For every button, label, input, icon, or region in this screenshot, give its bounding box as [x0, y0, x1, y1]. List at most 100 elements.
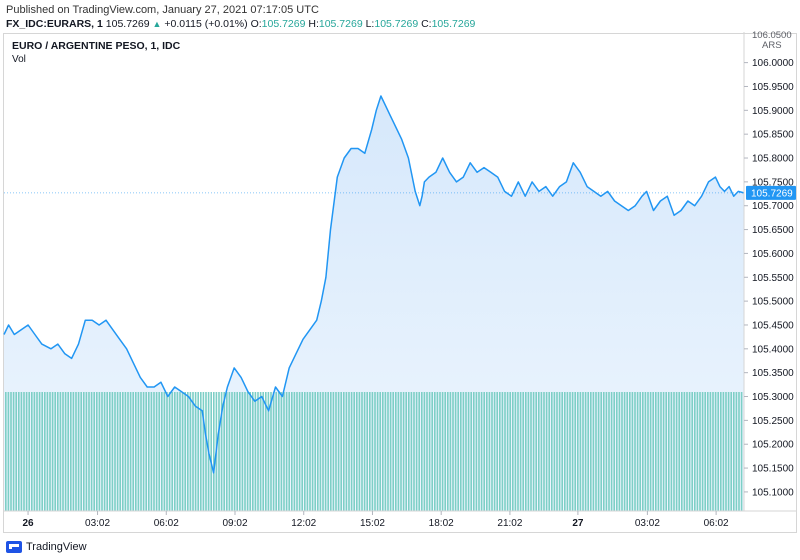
volume-bar	[382, 392, 384, 511]
volume-bar	[114, 392, 116, 511]
volume-bar	[62, 392, 64, 511]
volume-bar	[270, 392, 272, 511]
volume-bar	[337, 392, 340, 511]
volume-bar	[571, 392, 574, 511]
volume-bar	[155, 392, 158, 511]
volume-bar	[566, 392, 569, 511]
volume-bar	[259, 392, 262, 511]
volume-bar	[421, 392, 423, 511]
volume-bar	[345, 392, 348, 511]
y-tick-label: 105.5500	[752, 273, 794, 284]
volume-bar	[369, 392, 371, 511]
volume-bar	[358, 392, 361, 511]
volume-bar	[111, 392, 114, 511]
volume-bar	[317, 392, 319, 511]
volume-bar	[5, 392, 7, 511]
volume-bar	[304, 392, 306, 511]
volume-bar	[714, 392, 717, 511]
y-tick-label: 105.9500	[752, 82, 794, 93]
volume-bar	[83, 392, 85, 511]
volume-bar	[213, 392, 215, 511]
volume-bar	[644, 392, 647, 511]
volume-bar	[90, 392, 93, 511]
volume-bar	[733, 392, 735, 511]
volume-bar	[239, 392, 241, 511]
volume-bar	[353, 392, 355, 511]
volume-bar	[77, 392, 80, 511]
volume-bar	[231, 392, 233, 511]
volume-bar	[223, 392, 225, 511]
volume-bar	[23, 392, 25, 511]
volume-bar	[525, 392, 527, 511]
volume-bar	[639, 392, 641, 511]
volume-bar	[166, 392, 168, 511]
y-tick-label: 105.4500	[752, 320, 794, 331]
volume-bar	[228, 392, 231, 511]
x-tick-label: 12:02	[291, 518, 316, 529]
volume-bar	[366, 392, 368, 511]
volume-bar	[532, 392, 535, 511]
volume-bar	[543, 392, 545, 511]
volume-bars	[5, 392, 743, 511]
volume-bar	[249, 392, 251, 511]
volume-bar	[148, 392, 150, 511]
volume-bar	[441, 392, 444, 511]
volume-bar	[738, 392, 740, 511]
tradingview-brand: TradingView	[26, 541, 87, 553]
volume-bar	[519, 392, 522, 511]
volume-bar	[608, 392, 610, 511]
volume-bar	[665, 392, 667, 511]
volume-bar	[51, 392, 54, 511]
volume-bar	[579, 392, 582, 511]
volume-bar	[265, 392, 267, 511]
volume-bar	[38, 392, 41, 511]
volume-label: Vol	[12, 54, 26, 65]
volume-bar	[298, 392, 301, 511]
y-tick-label: 105.1000	[752, 487, 794, 498]
volume-bar	[350, 392, 353, 511]
volume-bar	[530, 392, 532, 511]
volume-bar	[725, 392, 727, 511]
volume-bar	[57, 392, 59, 511]
volume-bar	[522, 392, 524, 511]
symbol-label: FX_IDC:EURARS, 1	[6, 18, 103, 30]
volume-bar	[288, 392, 290, 511]
volume-bar	[142, 392, 145, 511]
volume-bar	[616, 392, 618, 511]
volume-bar	[319, 392, 322, 511]
volume-bar	[322, 392, 324, 511]
volume-bar	[124, 392, 127, 511]
volume-bar	[109, 392, 111, 511]
volume-bar	[509, 392, 511, 511]
volume-bar	[184, 392, 186, 511]
volume-bar	[439, 392, 441, 511]
volume-bar	[210, 392, 212, 511]
y-tick-label: 106.0000	[752, 58, 794, 69]
volume-bar	[514, 392, 517, 511]
volume-bar	[163, 392, 166, 511]
volume-bar	[597, 392, 600, 511]
tradingview-logo[interactable]: TradingView	[6, 541, 87, 553]
x-tick-label: 09:02	[222, 518, 247, 529]
volume-bar	[129, 392, 132, 511]
volume-bar	[85, 392, 88, 511]
volume-bar	[681, 392, 683, 511]
volume-bar	[670, 392, 673, 511]
x-tick-label: 06:02	[154, 518, 179, 529]
volume-bar	[343, 392, 345, 511]
volume-bar	[688, 392, 691, 511]
volume-bar	[59, 392, 62, 511]
volume-bar	[267, 392, 270, 511]
volume-bar	[545, 392, 548, 511]
volume-bar	[413, 392, 415, 511]
volume-bar	[72, 392, 75, 511]
volume-bar	[80, 392, 82, 511]
volume-bar	[535, 392, 537, 511]
volume-bar	[194, 392, 197, 511]
volume-bar	[675, 392, 678, 511]
x-tick-label: 18:02	[429, 518, 454, 529]
volume-bar	[348, 392, 350, 511]
y-tick-label: 105.2000	[752, 440, 794, 451]
volume-bar	[462, 392, 465, 511]
